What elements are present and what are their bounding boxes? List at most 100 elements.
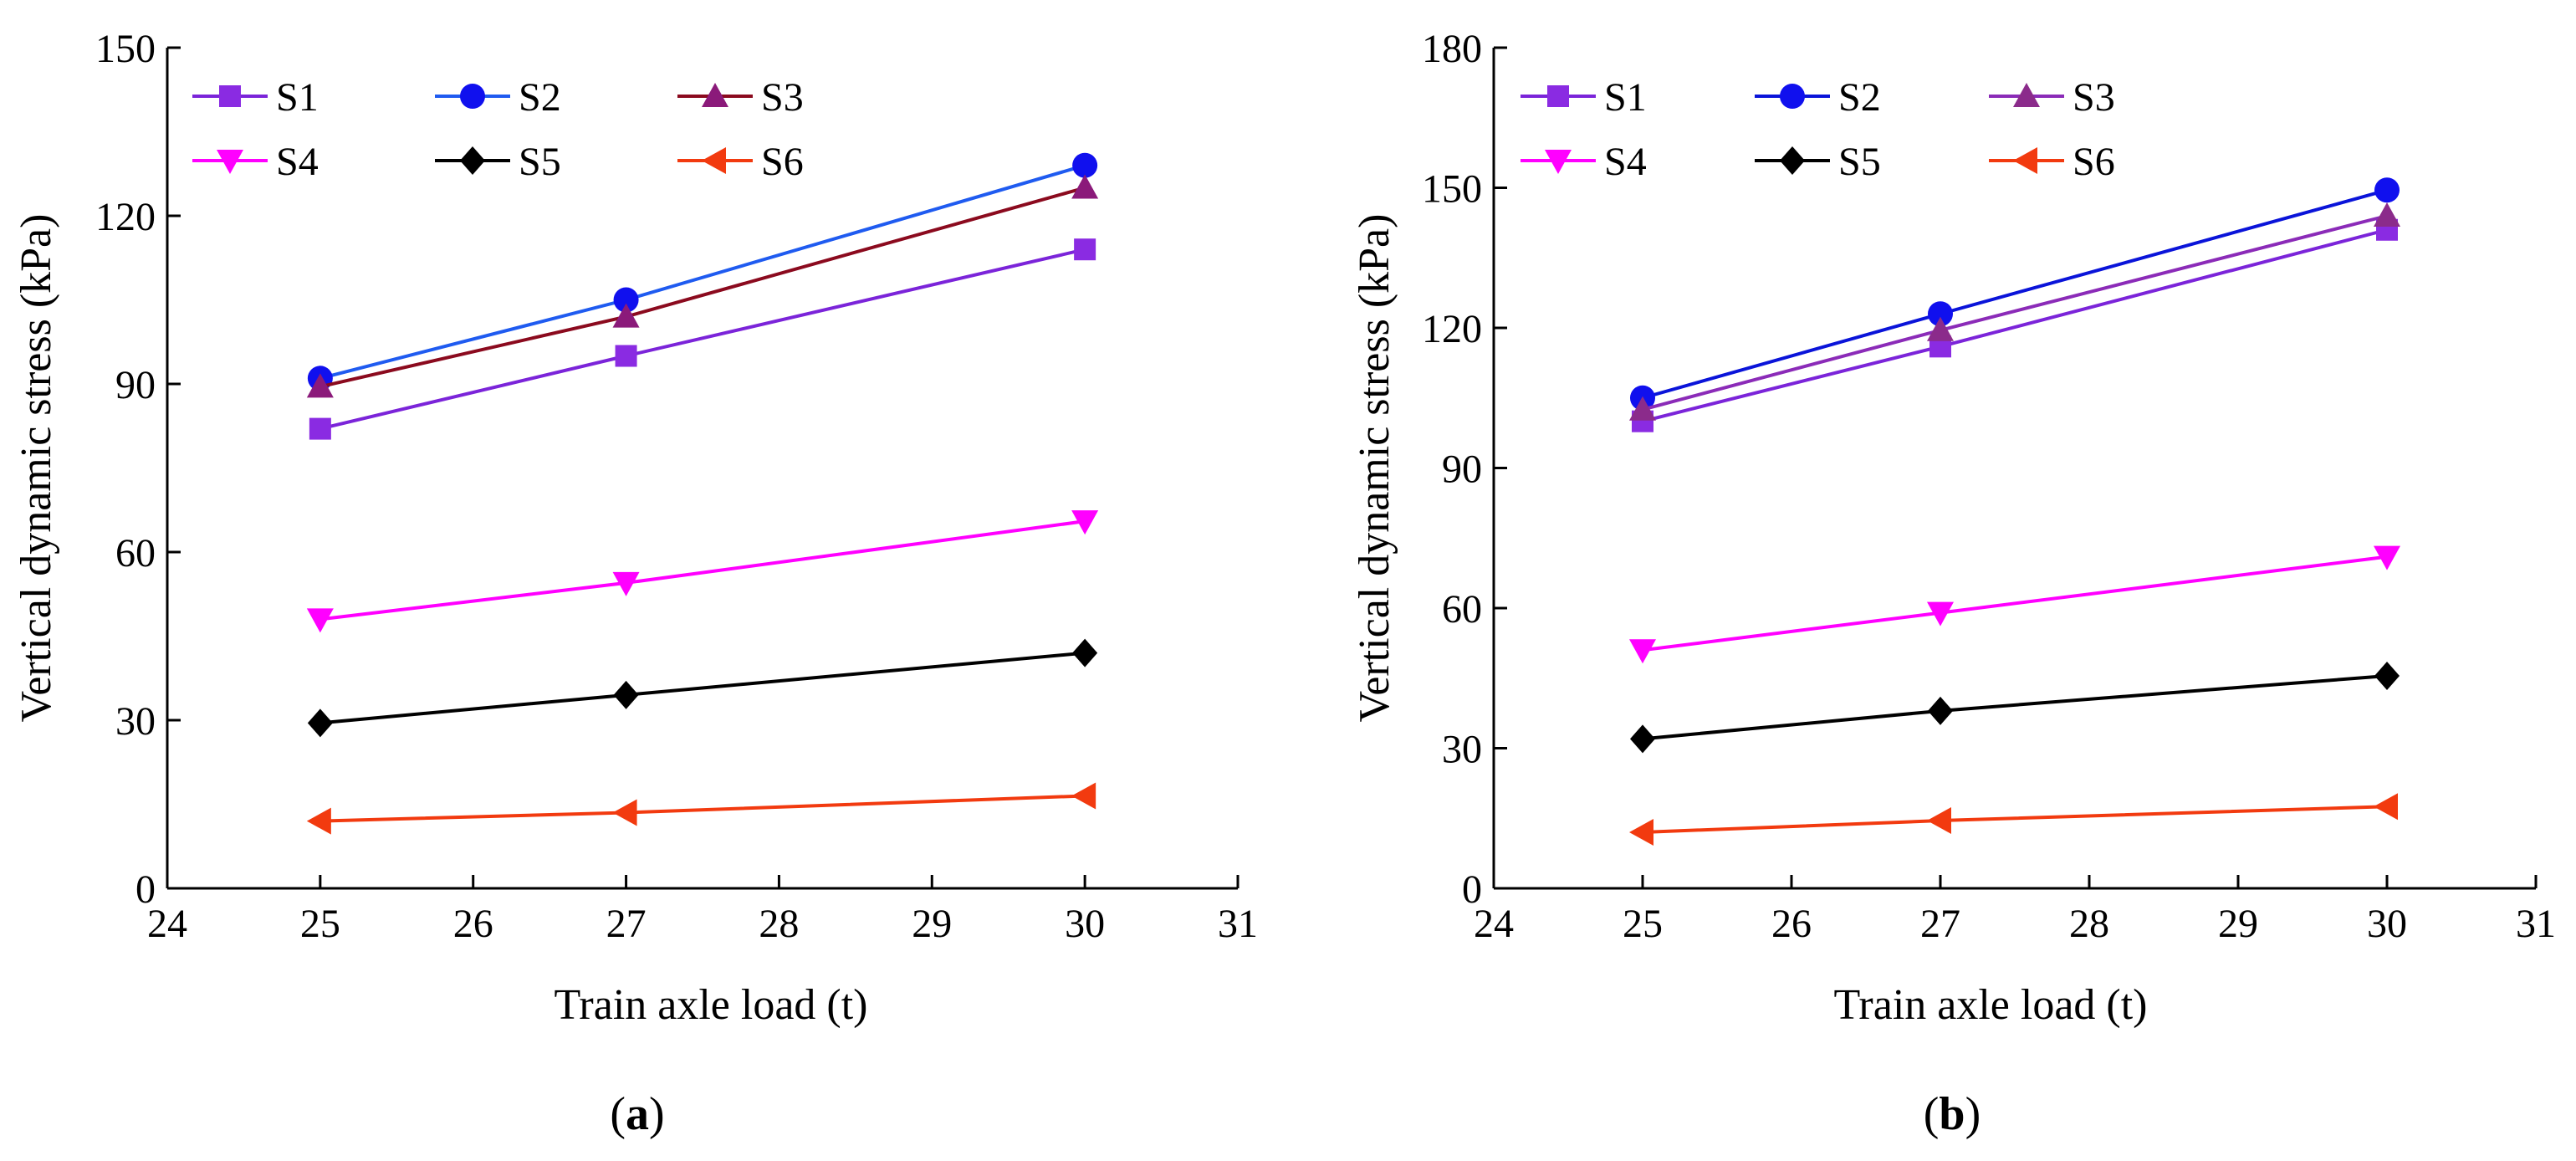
x-axis-title: Train axle load (t): [1834, 981, 2148, 1029]
series-s1: [309, 238, 1096, 440]
panel-label: (b): [1924, 1088, 1981, 1140]
series-line-s3: [319, 186, 1086, 389]
data-point-s6: [1071, 782, 1096, 810]
panel-label-close: ): [649, 1088, 665, 1140]
data-point-s5: [1072, 638, 1098, 667]
legend-marker-s3: [702, 83, 728, 107]
series-s1: [1632, 218, 2398, 432]
legend-label-s3: S3: [2073, 75, 2115, 120]
series-s3: [1629, 202, 2400, 421]
series-line-s2: [319, 163, 1086, 381]
x-tick-label: 26: [453, 902, 493, 946]
x-tick-label: 25: [1623, 902, 1663, 946]
x-tick-label: 28: [2069, 902, 2109, 946]
data-point-s3: [2374, 202, 2400, 227]
series-line-s1: [1642, 228, 2388, 423]
panel-label-letter: b: [1939, 1088, 1965, 1140]
x-tick-label: 24: [1474, 902, 1514, 946]
series-line-s6: [1642, 805, 2388, 834]
legend-marker-s1: [219, 85, 241, 107]
series-s2: [307, 152, 1098, 391]
panel-label: (a): [610, 1088, 664, 1140]
legend-label-s1: S1: [276, 75, 319, 120]
x-tick-label: 27: [606, 902, 647, 946]
legend-label-s4: S4: [1604, 140, 1647, 184]
x-tick-label: 27: [1920, 902, 1960, 946]
data-point-s5: [1630, 724, 1655, 754]
y-tick-label: 60: [115, 531, 156, 575]
data-point-s5: [613, 680, 639, 709]
legend: S1 S2 S3 S4 S5 S6: [1521, 75, 2115, 184]
y-tick-label: 30: [115, 699, 156, 744]
data-point-s3: [1927, 316, 1954, 341]
x-tick-label: 24: [147, 902, 187, 946]
data-point-s2: [1072, 152, 1098, 178]
series-s4: [306, 510, 1099, 633]
legend-marker-s5: [460, 146, 485, 175]
x-axis-title: Train axle load (t): [555, 981, 868, 1029]
series-s6: [306, 782, 1096, 835]
data-point-s1: [309, 417, 331, 440]
series-line-s4: [319, 519, 1086, 621]
y-axis-title: Vertical dynamic stress (kPa): [13, 214, 60, 723]
x-tick-label: 31: [2516, 902, 2556, 946]
y-tick-label: 120: [95, 195, 156, 239]
series-s4: [1629, 545, 2400, 664]
y-tick-label: 0: [135, 867, 156, 912]
series-line-s4: [1642, 555, 2388, 652]
data-point-s2: [1928, 301, 1953, 327]
legend-marker-s4: [1545, 150, 1572, 174]
data-point-s4: [1629, 639, 1656, 664]
y-tick-label: 150: [1422, 167, 1482, 212]
y-tick-label: 150: [95, 27, 156, 71]
y-tick-label: 30: [1442, 728, 1482, 772]
x-tick-label: 29: [2218, 902, 2258, 946]
data-point-s3: [306, 373, 334, 398]
data-point-s3: [612, 303, 640, 328]
data-point-s5: [2374, 661, 2400, 690]
series-s6: [1629, 793, 2398, 846]
legend-label-s6: S6: [761, 140, 804, 184]
legend-label-s4: S4: [276, 140, 319, 184]
series-s3: [306, 174, 1099, 398]
legend-label-s2: S2: [1838, 75, 1881, 120]
legend-marker-s1: [1547, 85, 1569, 107]
series-line-s5: [319, 651, 1086, 725]
y-tick-label: 90: [1442, 448, 1482, 492]
data-point-s4: [1071, 510, 1099, 535]
y-tick-label: 120: [1422, 307, 1482, 351]
legend-label-s1: S1: [1604, 75, 1647, 120]
series-s2: [1630, 177, 2400, 411]
chart-panel-a: 24 25 26 27 28 29 30 31 0 30 60 90 120 150 Train axle …: [13, 27, 1258, 1140]
series-line-s3: [1642, 214, 2388, 412]
data-point-s4: [306, 608, 334, 633]
data-point-s2: [613, 287, 639, 313]
y-tick-label: 60: [1442, 587, 1482, 632]
panel-label-close: ): [1965, 1088, 1981, 1140]
series-line-s5: [1642, 673, 2388, 741]
y-tick-label: 180: [1422, 27, 1482, 71]
data-point-s3: [1629, 396, 1656, 421]
panel-label-open: (: [610, 1088, 626, 1140]
legend-marker-s3: [2013, 83, 2040, 107]
data-point-s4: [1927, 601, 1954, 627]
data-point-s6: [1629, 819, 1653, 846]
legend-marker-s5: [1780, 146, 1805, 175]
x-tick-label: 26: [1771, 902, 1812, 946]
data-point-s4: [2374, 545, 2400, 570]
y-tick-label: 0: [1462, 867, 1482, 912]
legend-label-s6: S6: [2073, 140, 2115, 184]
data-point-s6: [2374, 793, 2398, 821]
x-tick-label: 29: [912, 902, 952, 946]
data-point-s2: [2374, 177, 2400, 203]
legend-label-s3: S3: [761, 75, 804, 120]
x-tick-label: 25: [300, 902, 340, 946]
data-point-s6: [1927, 807, 1951, 835]
legend-label-s5: S5: [1838, 140, 1881, 184]
legend-marker-s4: [217, 150, 243, 174]
series-s5: [1630, 661, 2400, 754]
legend-label-s5: S5: [519, 140, 561, 184]
legend-marker-s6: [702, 147, 726, 174]
series-line-s6: [319, 794, 1086, 823]
